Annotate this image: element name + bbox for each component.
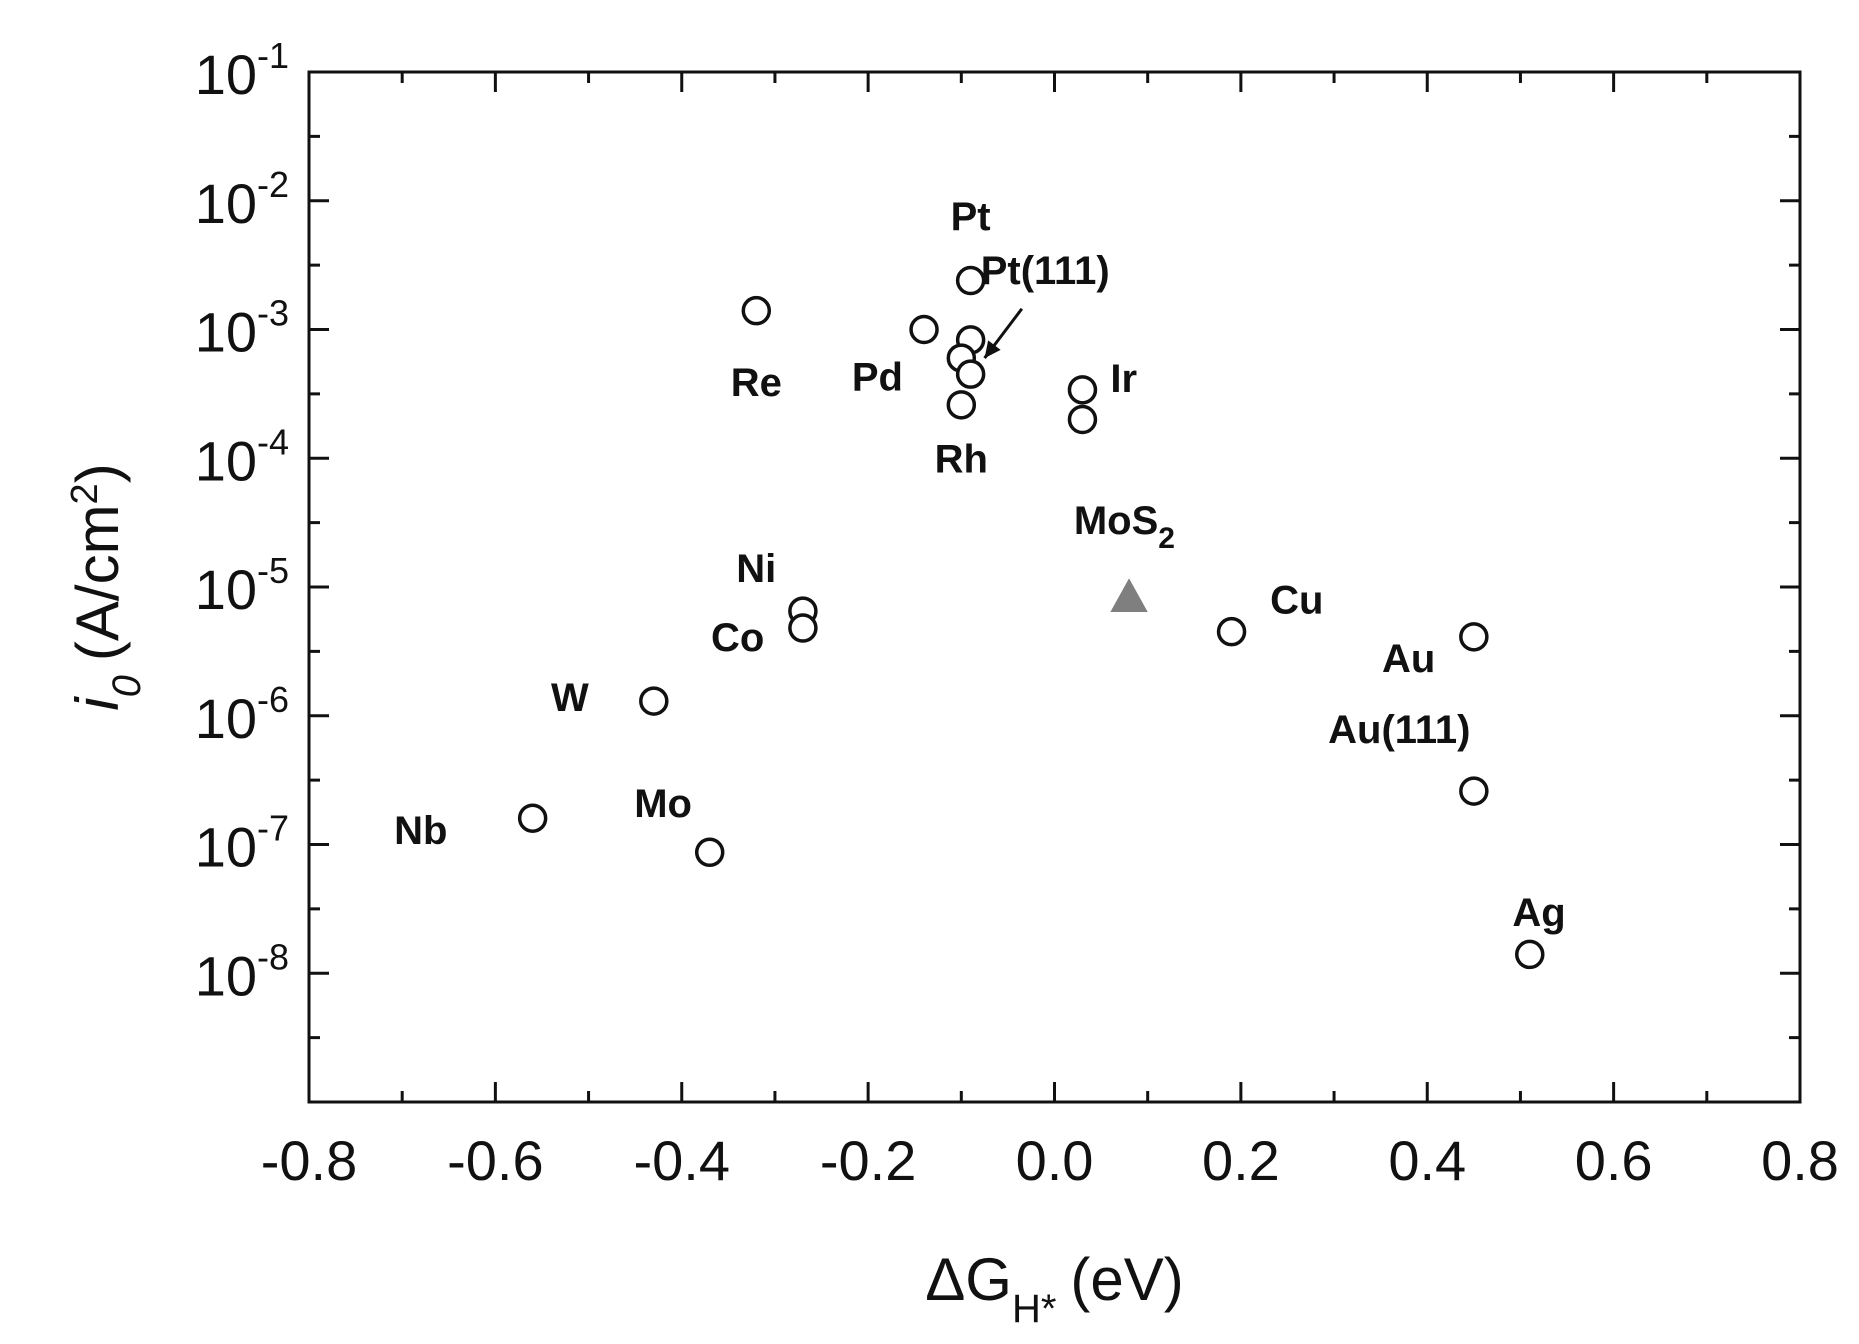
point-label: MoS2 — [1074, 499, 1175, 555]
y-tick-exponent: -2 — [257, 164, 289, 205]
point-label-text: Co — [711, 616, 764, 660]
point-labels: Nb Mo W Co Ni Re Pd Pt Pt(111) Rh Ir MoS2 Cu Au Au(111… — [394, 195, 1566, 935]
axis-ticks: -0.8 -0.6 -0.4 -0.2 0.0 0.2 0.4 0.6 0.810-810-71… — [195, 35, 1839, 1192]
y-tick-label: 10-8 — [195, 936, 289, 1007]
data-point-circle — [517, 803, 548, 833]
x-axis-title: ΔGH* (eV) — [925, 1246, 1184, 1331]
point-label-text: Ni — [736, 547, 776, 591]
y-tick-base: 10 — [195, 816, 257, 879]
y-tick-label: 10-3 — [195, 293, 289, 364]
y-tick-base: 10 — [195, 429, 257, 492]
point-label: Au — [1382, 637, 1435, 681]
point-label-text: Pt — [951, 195, 991, 239]
y-tick-base: 10 — [195, 43, 257, 106]
data-point-circle — [1216, 616, 1247, 647]
data-point-circle — [1067, 375, 1098, 405]
plot-frame — [307, 70, 1802, 1104]
y-tick-base: 10 — [195, 172, 257, 235]
point-label-text: Pd — [852, 356, 903, 400]
y-tick-base: 10 — [195, 687, 257, 750]
data-point-circle — [639, 686, 669, 716]
point-label: Nb — [394, 809, 447, 853]
point-label: Co — [711, 616, 764, 660]
y-tick-base: 10 — [195, 301, 257, 364]
x-tick-label: 0.6 — [1575, 1129, 1653, 1192]
plot-area — [307, 70, 1802, 1104]
y-tick-exponent: -4 — [257, 421, 289, 462]
y-tick-exponent: -3 — [257, 293, 289, 334]
y-tick-label: 10-6 — [195, 679, 289, 750]
data-point-circle — [788, 613, 818, 643]
point-label-text: Cu — [1270, 578, 1323, 622]
point-label: Ag — [1512, 891, 1565, 935]
data-point-circle — [1459, 776, 1489, 806]
y-tick-exponent: -1 — [257, 35, 289, 76]
y-tick-label: 10-7 — [195, 808, 289, 879]
point-label-text: Au(111) — [1328, 708, 1470, 752]
data-points — [517, 265, 1545, 970]
y-tick-exponent: -6 — [257, 679, 289, 720]
y-tick-base: 10 — [195, 558, 257, 621]
x-tick-label: 0.2 — [1202, 1129, 1280, 1192]
x-tick-label: -0.8 — [261, 1129, 358, 1192]
point-label-subscript: 2 — [1158, 522, 1175, 555]
point-label: Ni — [736, 547, 776, 591]
data-point-circle — [955, 359, 986, 389]
point-label-text: Ir — [1110, 357, 1137, 401]
y-tick-label: 10-2 — [195, 164, 289, 235]
data-point-circle — [694, 837, 725, 868]
y-tick-exponent: -8 — [257, 936, 289, 977]
point-label: Cu — [1270, 578, 1323, 622]
point-label-text: Pt(111) — [981, 249, 1110, 293]
point-label: Pt — [951, 195, 991, 239]
data-point-circle — [741, 295, 772, 326]
x-tick-label: -0.2 — [820, 1129, 917, 1192]
y-tick-label: 10-1 — [195, 35, 289, 106]
data-point-circle — [955, 265, 986, 296]
point-label: W — [551, 676, 589, 720]
data-point-circle — [1067, 404, 1098, 435]
point-label-text: Re — [731, 361, 782, 405]
point-label: Rh — [935, 437, 988, 481]
data-point-triangle — [1110, 578, 1148, 613]
y-tick-exponent: -7 — [257, 808, 289, 849]
point-label: Ir — [1110, 357, 1137, 401]
y-tick-base: 10 — [195, 944, 257, 1007]
point-label-text: Nb — [394, 809, 447, 853]
point-label-text: Mo — [634, 782, 692, 826]
point-label: Re — [731, 361, 782, 405]
data-point-circle — [1459, 622, 1489, 652]
data-point-circle — [909, 314, 939, 345]
point-label-text: Au — [1382, 637, 1435, 681]
point-label-text: Rh — [935, 437, 988, 481]
point-label: Au(111) — [1328, 708, 1470, 752]
point-label: Pd — [852, 356, 903, 400]
point-label-text: Ag — [1512, 891, 1565, 935]
y-tick-label: 10-5 — [195, 550, 289, 621]
point-label-text: MoS — [1074, 499, 1158, 543]
y-axis-title: i0(A/cm2) — [64, 463, 149, 710]
point-label: Mo — [634, 782, 692, 826]
point-label-text: W — [551, 676, 589, 720]
x-tick-label: 0.8 — [1761, 1129, 1839, 1192]
data-point-circle — [1515, 939, 1545, 970]
point-label: Pt(111) — [981, 249, 1110, 293]
x-tick-label: 0.4 — [1388, 1129, 1466, 1192]
x-tick-label: -0.6 — [447, 1129, 544, 1192]
data-point-circle — [946, 390, 977, 420]
annotation-arrow-head — [984, 340, 1001, 359]
y-tick-label: 10-4 — [195, 421, 289, 492]
x-tick-label: 0.0 — [1016, 1129, 1094, 1192]
x-tick-label: -0.4 — [634, 1129, 731, 1192]
y-tick-exponent: -5 — [257, 550, 289, 591]
